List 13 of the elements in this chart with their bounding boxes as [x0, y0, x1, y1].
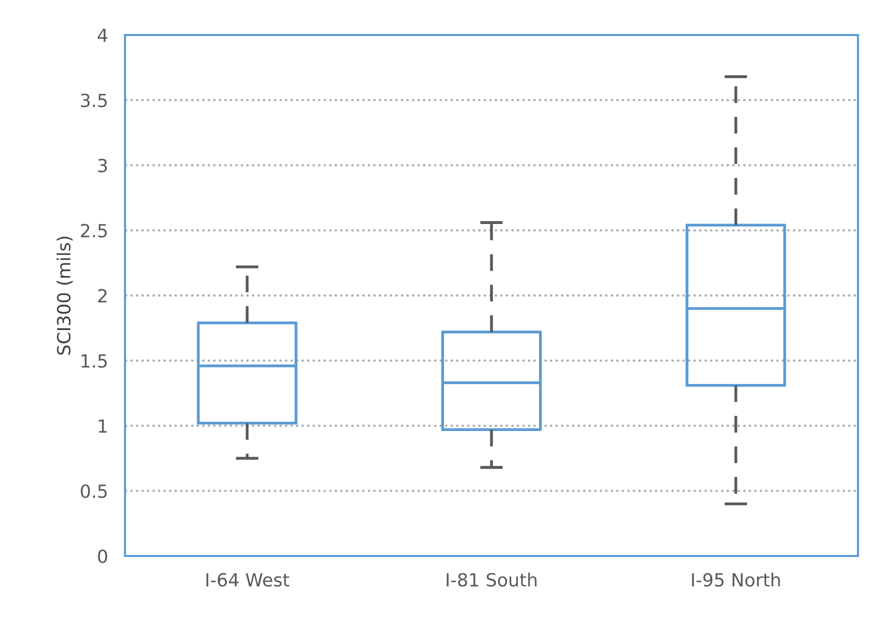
y-tick-label: 1.5: [82, 354, 107, 368]
y-tick-label: 1: [98, 419, 107, 433]
y-tick-label: 2: [98, 288, 107, 302]
y-tick-label: 4: [98, 28, 108, 42]
y-axis-title: SCI300 (mils): [56, 236, 73, 355]
x-tick-label: I-95 North: [692, 572, 780, 587]
y-tick-label: 3: [98, 158, 107, 172]
x-tick-label: I-81 South: [446, 572, 536, 587]
y-tick-label: 3.5: [80, 94, 107, 108]
y-tick-label: 0: [98, 549, 108, 564]
x-tick-label: I-64 West: [206, 572, 290, 587]
y-tick-label: 2.5: [80, 224, 107, 238]
y-tick-label: 0.5: [80, 484, 107, 498]
